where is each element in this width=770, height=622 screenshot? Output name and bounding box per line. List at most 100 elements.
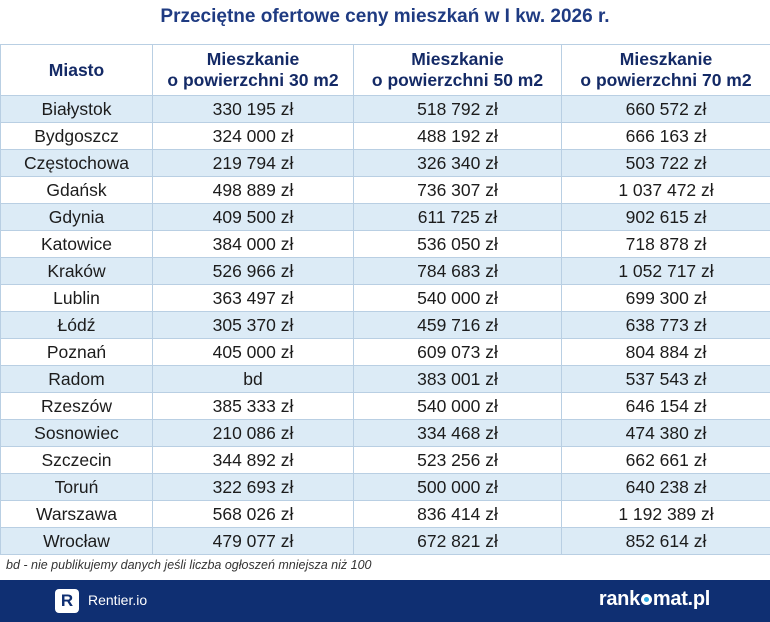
rentier-brand-text: Rentier.io: [88, 592, 148, 608]
table-row: Radom bd 383 001 zł 537 543 zł: [0, 365, 770, 393]
price-cell: 736 307 zł: [353, 176, 562, 204]
city-cell: Wrocław: [0, 527, 153, 555]
header-30m2-line1: Mieszkanie: [206, 49, 300, 69]
price-cell: 640 238 zł: [561, 473, 770, 501]
price-cell: 498 889 zł: [152, 176, 354, 204]
price-cell: 672 821 zł: [353, 527, 562, 555]
price-cell: 488 192 zł: [353, 122, 562, 150]
price-cell: 409 500 zł: [152, 203, 354, 231]
table-row: Lublin 363 497 zł 540 000 zł 699 300 zł: [0, 284, 770, 312]
table-body: Białystok 330 195 zł 518 792 zł 660 572 zł B…: [0, 95, 770, 555]
city-cell: Sosnowiec: [0, 419, 153, 447]
price-cell: 852 614 zł: [561, 527, 770, 555]
table-row: Białystok 330 195 zł 518 792 zł 660 572 zł: [0, 95, 770, 123]
table-header-row: Miasto Mieszkanie o powierzchni 30 m2 Mie…: [0, 44, 770, 96]
price-cell: 646 154 zł: [561, 392, 770, 420]
table-row: Gdańsk 498 889 zł 736 307 zł 1 037 472 zł: [0, 176, 770, 204]
footnote: bd - nie publikujemy danych jeśli liczba…: [6, 558, 372, 572]
table-row: Bydgoszcz 324 000 zł 488 192 zł 666 163 zł: [0, 122, 770, 150]
header-30m2: Mieszkanie o powierzchni 30 m2: [152, 44, 354, 96]
header-70m2-line2: o powierzchni 70 m2: [580, 70, 752, 90]
price-cell: bd: [152, 365, 354, 393]
rankomat-logo: rank mat.pl: [599, 588, 710, 611]
price-cell: 638 773 zł: [561, 311, 770, 339]
rankomat-o-icon: [640, 594, 652, 605]
header-city-label: Miasto: [48, 59, 105, 80]
price-cell: 523 256 zł: [353, 446, 562, 474]
price-cell: 666 163 zł: [561, 122, 770, 150]
city-cell: Białystok: [0, 95, 153, 123]
table-row: Łódź 305 370 zł 459 716 zł 638 773 zł: [0, 311, 770, 339]
footer-bar: R Rentier.io rank mat.pl: [0, 580, 770, 622]
price-cell: 536 050 zł: [353, 230, 562, 258]
header-70m2: Mieszkanie o powierzchni 70 m2: [561, 44, 770, 96]
price-cell: 526 966 zł: [152, 257, 354, 285]
city-cell: Łódź: [0, 311, 153, 339]
price-cell: 324 000 zł: [152, 122, 354, 150]
city-cell: Lublin: [0, 284, 153, 312]
price-cell: 326 340 zł: [353, 149, 562, 177]
price-table: Miasto Mieszkanie o powierzchni 30 m2 Mie…: [0, 44, 770, 555]
table-row: Rzeszów 385 333 zł 540 000 zł 646 154 zł: [0, 392, 770, 420]
page-title: Przeciętne ofertowe ceny mieszkań w I kw…: [160, 6, 610, 27]
city-cell: Gdańsk: [0, 176, 153, 204]
price-cell: 784 683 zł: [353, 257, 562, 285]
price-cell: 540 000 zł: [353, 392, 562, 420]
price-cell: 699 300 zł: [561, 284, 770, 312]
price-cell: 568 026 zł: [152, 500, 354, 528]
rankomat-text-left: rank: [598, 588, 640, 610]
table-row: Kraków 526 966 zł 784 683 zł 1 052 717 zł: [0, 257, 770, 285]
price-cell: 500 000 zł: [353, 473, 562, 501]
header-30m2-line2: o powierzchni 30 m2: [167, 70, 339, 90]
table-row: Warszawa 568 026 zł 836 414 zł 1 192 389 zł: [0, 500, 770, 528]
rentier-logo-icon: R: [55, 589, 79, 613]
header-50m2: Mieszkanie o powierzchni 50 m2: [353, 44, 562, 96]
header-50m2-line2: o powierzchni 50 m2: [371, 70, 544, 90]
city-cell: Szczecin: [0, 446, 153, 474]
table-row: Toruń 322 693 zł 500 000 zł 640 238 zł: [0, 473, 770, 501]
price-cell: 385 333 zł: [152, 392, 354, 420]
table-row: Gdynia 409 500 zł 611 725 zł 902 615 zł: [0, 203, 770, 231]
city-cell: Poznań: [0, 338, 153, 366]
price-cell: 540 000 zł: [353, 284, 562, 312]
price-cell: 322 693 zł: [152, 473, 354, 501]
price-cell: 210 086 zł: [152, 419, 354, 447]
city-cell: Częstochowa: [0, 149, 153, 177]
price-cell: 330 195 zł: [152, 95, 354, 123]
price-cell: 662 661 zł: [561, 446, 770, 474]
price-cell: 611 725 zł: [353, 203, 562, 231]
price-cell: 1 052 717 zł: [561, 257, 770, 285]
price-cell: 718 878 zł: [561, 230, 770, 258]
price-cell: 902 615 zł: [561, 203, 770, 231]
price-cell: 344 892 zł: [152, 446, 354, 474]
price-cell: 459 716 zł: [353, 311, 562, 339]
price-cell: 609 073 zł: [353, 338, 562, 366]
price-cell: 405 000 zł: [152, 338, 354, 366]
price-cell: 384 000 zł: [152, 230, 354, 258]
price-cell: 334 468 zł: [353, 419, 562, 447]
header-50m2-line1: Mieszkanie: [411, 49, 504, 69]
price-cell: 503 722 zł: [561, 149, 770, 177]
header-city: Miasto: [0, 44, 153, 96]
price-cell: 305 370 zł: [152, 311, 354, 339]
price-cell: 518 792 zł: [353, 95, 562, 123]
price-cell: 383 001 zł: [353, 365, 562, 393]
city-cell: Radom: [0, 365, 153, 393]
city-cell: Toruń: [0, 473, 153, 501]
table-row: Wrocław 479 077 zł 672 821 zł 852 614 zł: [0, 527, 770, 555]
price-cell: 363 497 zł: [152, 284, 354, 312]
table-row: Szczecin 344 892 zł 523 256 zł 662 661 zł: [0, 446, 770, 474]
price-cell: 479 077 zł: [152, 527, 354, 555]
city-cell: Warszawa: [0, 500, 153, 528]
city-cell: Katowice: [0, 230, 153, 258]
price-cell: 660 572 zł: [561, 95, 770, 123]
table-row: Poznań 405 000 zł 609 073 zł 804 884 zł: [0, 338, 770, 366]
price-cell: 836 414 zł: [353, 500, 562, 528]
city-cell: Rzeszów: [0, 392, 153, 420]
table-row: Katowice 384 000 zł 536 050 zł 718 878 zł: [0, 230, 770, 258]
header-70m2-line1: Mieszkanie: [619, 49, 713, 69]
city-cell: Bydgoszcz: [0, 122, 153, 150]
price-cell: 1 192 389 zł: [561, 500, 770, 528]
table-row: Sosnowiec 210 086 zł 334 468 zł 474 380 zł: [0, 419, 770, 447]
rankomat-text-right: mat.pl: [652, 588, 710, 610]
